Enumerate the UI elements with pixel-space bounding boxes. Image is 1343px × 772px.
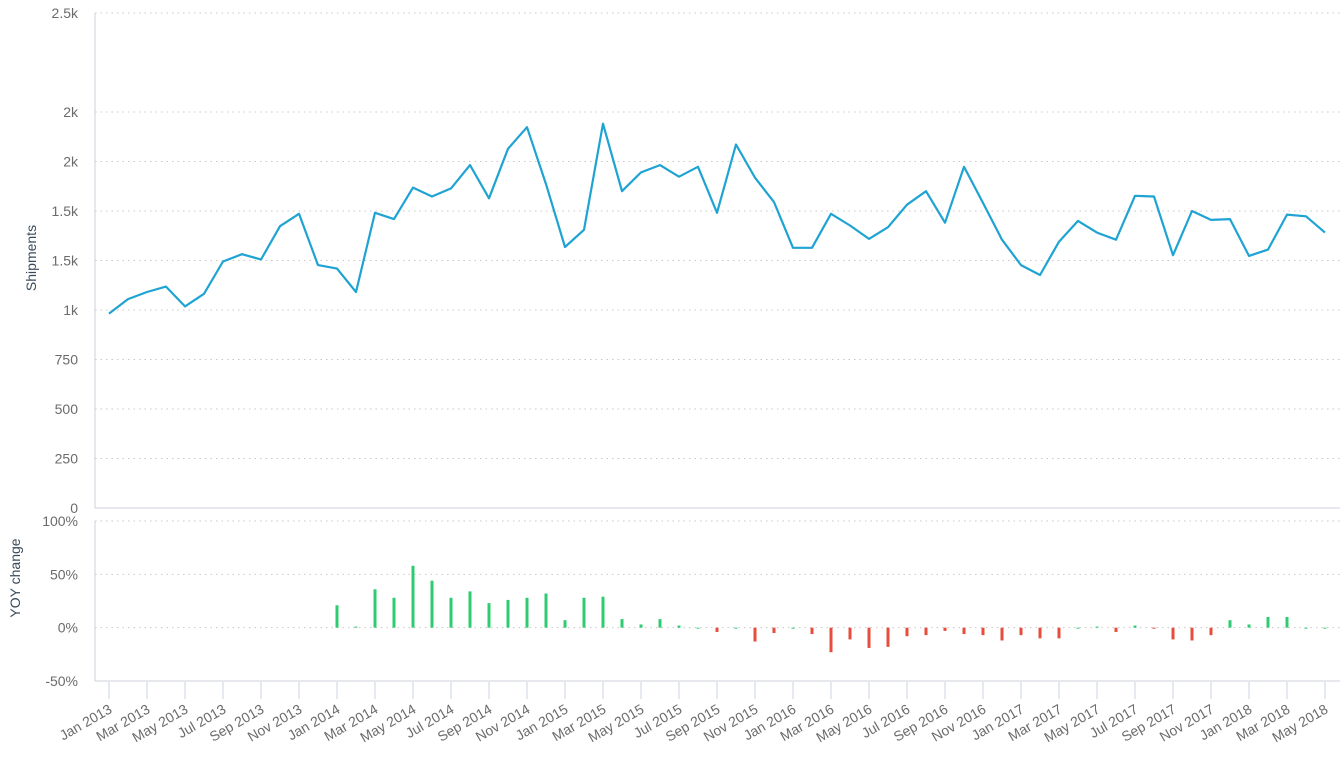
y-tick-label: 100%: [42, 513, 78, 529]
yoy-bar: [1133, 625, 1137, 628]
yoy-bar: [753, 627, 757, 642]
yoy-bar: [734, 627, 738, 629]
shipments-line: [108, 122, 1326, 315]
yoy-bar: [506, 599, 510, 628]
y-tick-label: 0: [70, 500, 78, 516]
yoy-bar: [1114, 627, 1118, 632]
yoy-bar: [449, 597, 453, 628]
yoy-bar: [715, 627, 719, 632]
y-tick-label: 50%: [50, 566, 78, 582]
yoy-bar: [1152, 627, 1156, 629]
yoy-bar: [1247, 624, 1251, 628]
yoy-bar: [354, 626, 358, 628]
yoy-bar: [487, 603, 491, 628]
yoy-bar: [867, 627, 871, 648]
yoy-bar: [582, 597, 586, 628]
yoy-bar: [772, 627, 776, 633]
yoy-bar: [639, 624, 643, 628]
yoy-bar: [1209, 627, 1213, 636]
yoy-bar: [1057, 627, 1061, 639]
top-y-axis-label: Shipments: [23, 225, 39, 291]
y-tick-label: -50%: [45, 673, 78, 689]
yoy-bar: [563, 620, 567, 628]
yoy-bar: [373, 589, 377, 628]
y-tick-label: 1k: [63, 302, 79, 318]
yoy-bar: [1285, 617, 1289, 628]
y-tick-label: 2.5k: [52, 5, 79, 21]
yoy-bar: [1095, 626, 1099, 628]
y-tick-label: 0%: [58, 620, 78, 636]
yoy-bar: [886, 627, 890, 647]
yoy-bar: [848, 627, 852, 640]
yoy-bar: [943, 627, 947, 631]
yoy-bar: [392, 597, 396, 628]
yoy-bar: [962, 627, 966, 635]
yoy-bar: [658, 619, 662, 628]
yoy-bar: [430, 580, 434, 628]
yoy-bar: [468, 591, 472, 628]
yoy-bar: [1304, 627, 1308, 629]
y-tick-label: 750: [55, 352, 79, 368]
yoy-bar: [1228, 620, 1232, 628]
yoy-bar: [696, 627, 700, 629]
yoy-bar: [544, 593, 548, 628]
y-tick-label: 250: [55, 451, 79, 467]
yoy-bar: [525, 597, 529, 628]
yoy-bar: [601, 596, 605, 628]
bottom-grid: -50% 0% 50% 100%: [42, 513, 1340, 689]
yoy-bar: [411, 565, 415, 628]
y-tick-label: 500: [55, 401, 79, 417]
yoy-bar: [1038, 627, 1042, 639]
yoy-bar: [1266, 617, 1270, 628]
top-grid: 0 250 500 750 1k 1.5k 1.5k 2k 2k 2.5k: [52, 5, 1340, 516]
y-tick-label: 2k: [63, 154, 79, 170]
yoy-bar: [1000, 627, 1004, 641]
yoy-bar: [1190, 627, 1194, 641]
yoy-bars: [335, 565, 1327, 653]
yoy-bar: [1076, 627, 1080, 629]
yoy-bar: [335, 605, 339, 628]
yoy-bar: [1323, 627, 1327, 629]
yoy-bar: [829, 627, 833, 653]
bottom-y-axis-label: YOY change: [7, 538, 23, 617]
y-tick-label: 1.5k: [52, 253, 79, 269]
yoy-bar: [810, 627, 814, 635]
yoy-bar: [620, 619, 624, 628]
yoy-bar: [905, 627, 909, 637]
yoy-bar: [677, 625, 681, 628]
yoy-bar: [1019, 627, 1023, 636]
yoy-bar: [981, 627, 985, 636]
yoy-bar: [791, 627, 795, 629]
y-tick-label: 2k: [63, 104, 79, 120]
yoy-bar: [1171, 627, 1175, 640]
yoy-bar: [924, 627, 928, 636]
y-tick-label: 1.5k: [52, 203, 79, 219]
